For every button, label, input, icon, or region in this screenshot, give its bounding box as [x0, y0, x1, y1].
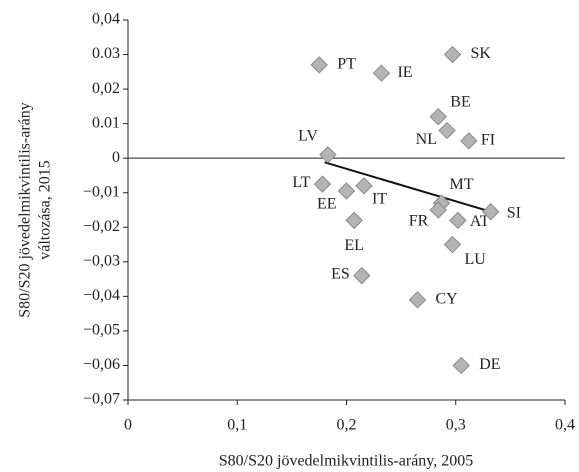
point-label: LU — [464, 251, 486, 268]
x-axis-label: S80/S20 jövedelmikvintilis-arány, 2005 — [219, 453, 474, 470]
y-tick-label: 0.03 — [92, 45, 120, 62]
x-tick-label: 0 — [124, 417, 132, 434]
y-tick-label: 0,02 — [92, 80, 120, 97]
point-label: IE — [397, 64, 412, 81]
point — [372, 64, 391, 82]
y-tick-label: −0,05 — [83, 322, 120, 339]
point-label: EL — [344, 237, 364, 254]
point-label: IT — [372, 190, 387, 207]
point-label: DE — [479, 356, 500, 373]
y-axis-label: S80/S20 jövedelmikvintilis-arány — [17, 102, 34, 318]
point — [443, 45, 462, 64]
point-label: AT — [470, 213, 490, 230]
point-label: BE — [450, 93, 470, 110]
y-tick-label: −0,04 — [83, 287, 120, 304]
point-label: SI — [507, 204, 521, 221]
point-label: SK — [470, 45, 491, 62]
y-tick-label: 0.01 — [92, 114, 120, 131]
point — [313, 175, 332, 193]
point-label: NL — [416, 131, 437, 148]
x-tick-label: 0,4 — [555, 417, 575, 434]
point-label: FR — [409, 213, 429, 230]
point-label: CY — [436, 290, 459, 307]
point — [345, 211, 363, 230]
point-label: PT — [337, 56, 356, 73]
y-tick-label: −0,07 — [83, 391, 120, 408]
point — [353, 266, 371, 285]
point — [429, 108, 447, 126]
y-axis-label: változása, 2015 — [37, 160, 54, 260]
y-tick-label: −0,01 — [83, 183, 120, 200]
point — [443, 235, 462, 254]
point — [449, 211, 467, 230]
y-tick-label: −0,06 — [83, 356, 120, 373]
point — [408, 291, 427, 309]
point-label: EE — [317, 196, 337, 213]
point — [452, 356, 470, 375]
point-label: LT — [292, 174, 310, 191]
point-label: FI — [481, 132, 495, 149]
point-label: MT — [450, 176, 474, 193]
point — [310, 56, 328, 74]
point — [355, 177, 373, 195]
point — [438, 121, 456, 140]
point — [429, 201, 447, 219]
point-label: LV — [298, 127, 318, 144]
trend-line — [324, 161, 491, 213]
x-tick-label: 0,3 — [446, 417, 466, 434]
y-tick-label: 0,04 — [92, 11, 120, 28]
point — [460, 132, 478, 150]
y-tick-label: −0,03 — [83, 252, 120, 269]
x-tick-label: 0,1 — [227, 417, 247, 434]
point — [482, 203, 500, 221]
y-tick-label: −0,02 — [83, 218, 120, 235]
point — [319, 146, 337, 164]
point-label: ES — [331, 265, 350, 282]
x-tick-label: 0,2 — [337, 417, 357, 434]
point — [337, 182, 356, 200]
y-tick-label: 0 — [112, 149, 120, 166]
